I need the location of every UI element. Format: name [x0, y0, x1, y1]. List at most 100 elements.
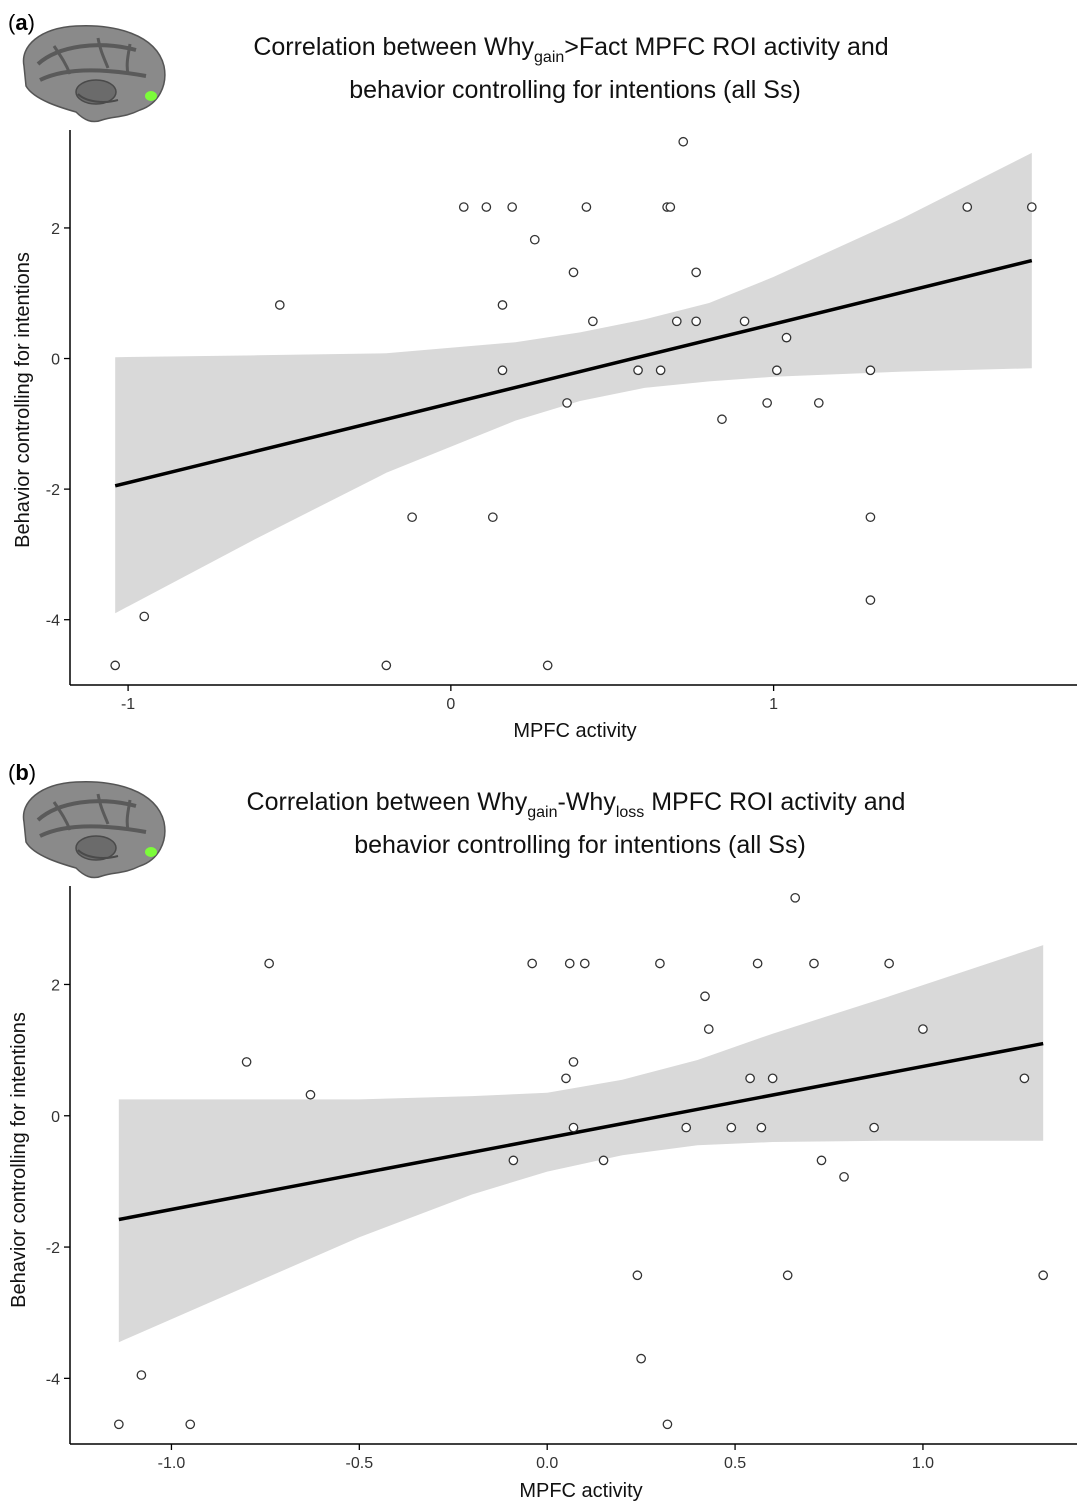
data-point: [139, 611, 150, 622]
data-point: [809, 958, 819, 969]
plot-area: -1.0 -0.5 0.0 0.5 1.0 -4 -2 0 2: [46, 886, 1077, 1472]
data-point: [756, 1122, 767, 1133]
confidence-band: [118, 945, 1044, 1343]
data-point: [781, 332, 792, 343]
panel-letter-value: b: [15, 760, 28, 785]
data-point: [185, 1419, 196, 1430]
panel-letter: (a): [8, 10, 35, 35]
mpfc-roi-highlight: [145, 91, 157, 101]
x-tick-label: 1.0: [912, 1455, 934, 1472]
data-point: [655, 958, 665, 969]
data-point: [678, 136, 689, 147]
data-point: [662, 1419, 673, 1430]
data-point: [598, 1155, 609, 1166]
mpfc-roi-highlight: [145, 847, 157, 857]
data-point: [816, 1155, 827, 1166]
x-tick-label: -0.5: [346, 1455, 374, 1472]
chart-title-line1: Correlation between Whygain>Fact MPFC RO…: [253, 33, 888, 66]
x-axis-label: MPFC activity: [513, 720, 636, 742]
data-point: [865, 512, 876, 523]
data-point: [691, 316, 701, 327]
brain-medial-view-icon: [22, 781, 166, 879]
data-point: [865, 595, 876, 605]
x-tick-label: -1.0: [158, 1455, 186, 1472]
data-point: [918, 1024, 928, 1034]
data-point: [884, 958, 894, 969]
data-point: [782, 1270, 793, 1281]
data-point: [839, 1171, 849, 1182]
y-tick-label: 2: [51, 977, 60, 994]
data-point: [636, 1353, 646, 1364]
data-point: [813, 398, 824, 408]
data-point: [579, 958, 590, 969]
data-point: [703, 1024, 714, 1034]
chart-title-line2: behavior controlling for intentions (all…: [354, 831, 806, 859]
y-tick-label: 0: [51, 352, 60, 369]
chart-title-line2: behavior controlling for intentions (all…: [349, 76, 801, 104]
data-point: [581, 202, 592, 212]
data-point: [407, 512, 417, 523]
data-point: [542, 660, 553, 671]
plot-area: -1 0 1 -4 -2 0 2: [46, 130, 1077, 713]
data-point: [136, 1370, 147, 1380]
confidence-band: [115, 152, 1032, 614]
data-point: [790, 892, 801, 903]
data-point: [726, 1122, 737, 1133]
x-tick-label: -1: [121, 696, 135, 713]
data-point: [529, 234, 540, 245]
panel-letter-value: a: [15, 10, 28, 35]
data-point: [1038, 1270, 1049, 1281]
data-point: [241, 1057, 252, 1067]
data-point: [869, 1122, 879, 1133]
x-axis-label: MPFC activity: [519, 1480, 642, 1502]
chart-title-line1: Correlation between Whygain-Whyloss MPFC…: [247, 788, 906, 821]
data-point: [481, 202, 492, 212]
data-point: [739, 316, 750, 327]
y-axis-label: Behavior controlling for intentions: [8, 1012, 30, 1308]
data-point: [508, 1155, 519, 1166]
data-point: [487, 512, 498, 523]
data-point: [752, 958, 763, 969]
y-tick-label: -2: [46, 482, 60, 499]
data-point: [681, 1122, 692, 1133]
panel-b: (b) Correlation between Whygain-Whyloss …: [0, 752, 1079, 1504]
y-tick-label: 2: [51, 221, 60, 238]
data-point: [771, 365, 782, 376]
data-point: [458, 202, 469, 212]
data-point: [497, 365, 508, 376]
panel-a: (a) Correlation between Whygain>Fact MPF…: [8, 10, 1077, 742]
data-point: [527, 958, 538, 969]
y-tick-label: 0: [51, 1109, 60, 1126]
data-point: [962, 202, 973, 212]
data-point: [655, 365, 666, 376]
data-point: [274, 300, 285, 310]
data-point: [865, 365, 876, 376]
data-point: [745, 1073, 755, 1084]
regression-line: [114, 258, 1033, 488]
data-point: [665, 202, 676, 212]
x-tick-label: 0.0: [536, 1455, 558, 1472]
y-tick-label: -4: [46, 1371, 60, 1388]
regression-line: [118, 1041, 1044, 1222]
data-point: [1019, 1073, 1030, 1084]
data-point: [671, 316, 682, 327]
data-point: [588, 316, 598, 327]
data-point: [767, 1073, 778, 1084]
data-point: [562, 398, 572, 408]
data-point: [507, 202, 518, 212]
data-point: [1026, 202, 1037, 212]
data-point: [110, 660, 121, 671]
data-point: [691, 267, 701, 278]
data-point: [564, 958, 575, 969]
panel-letter: (b): [8, 760, 36, 785]
panel-b-svg: (b) Correlation between Whygain-Whyloss …: [8, 760, 1077, 1502]
y-tick-label: -4: [46, 613, 60, 630]
brain-medial-view-icon: [22, 25, 166, 123]
data-point: [264, 958, 274, 969]
data-point: [497, 300, 508, 310]
data-point: [633, 365, 643, 376]
data-point: [113, 1419, 124, 1430]
data-point: [568, 267, 579, 278]
x-tick-label: 0: [446, 696, 455, 713]
data-point: [568, 1122, 579, 1133]
